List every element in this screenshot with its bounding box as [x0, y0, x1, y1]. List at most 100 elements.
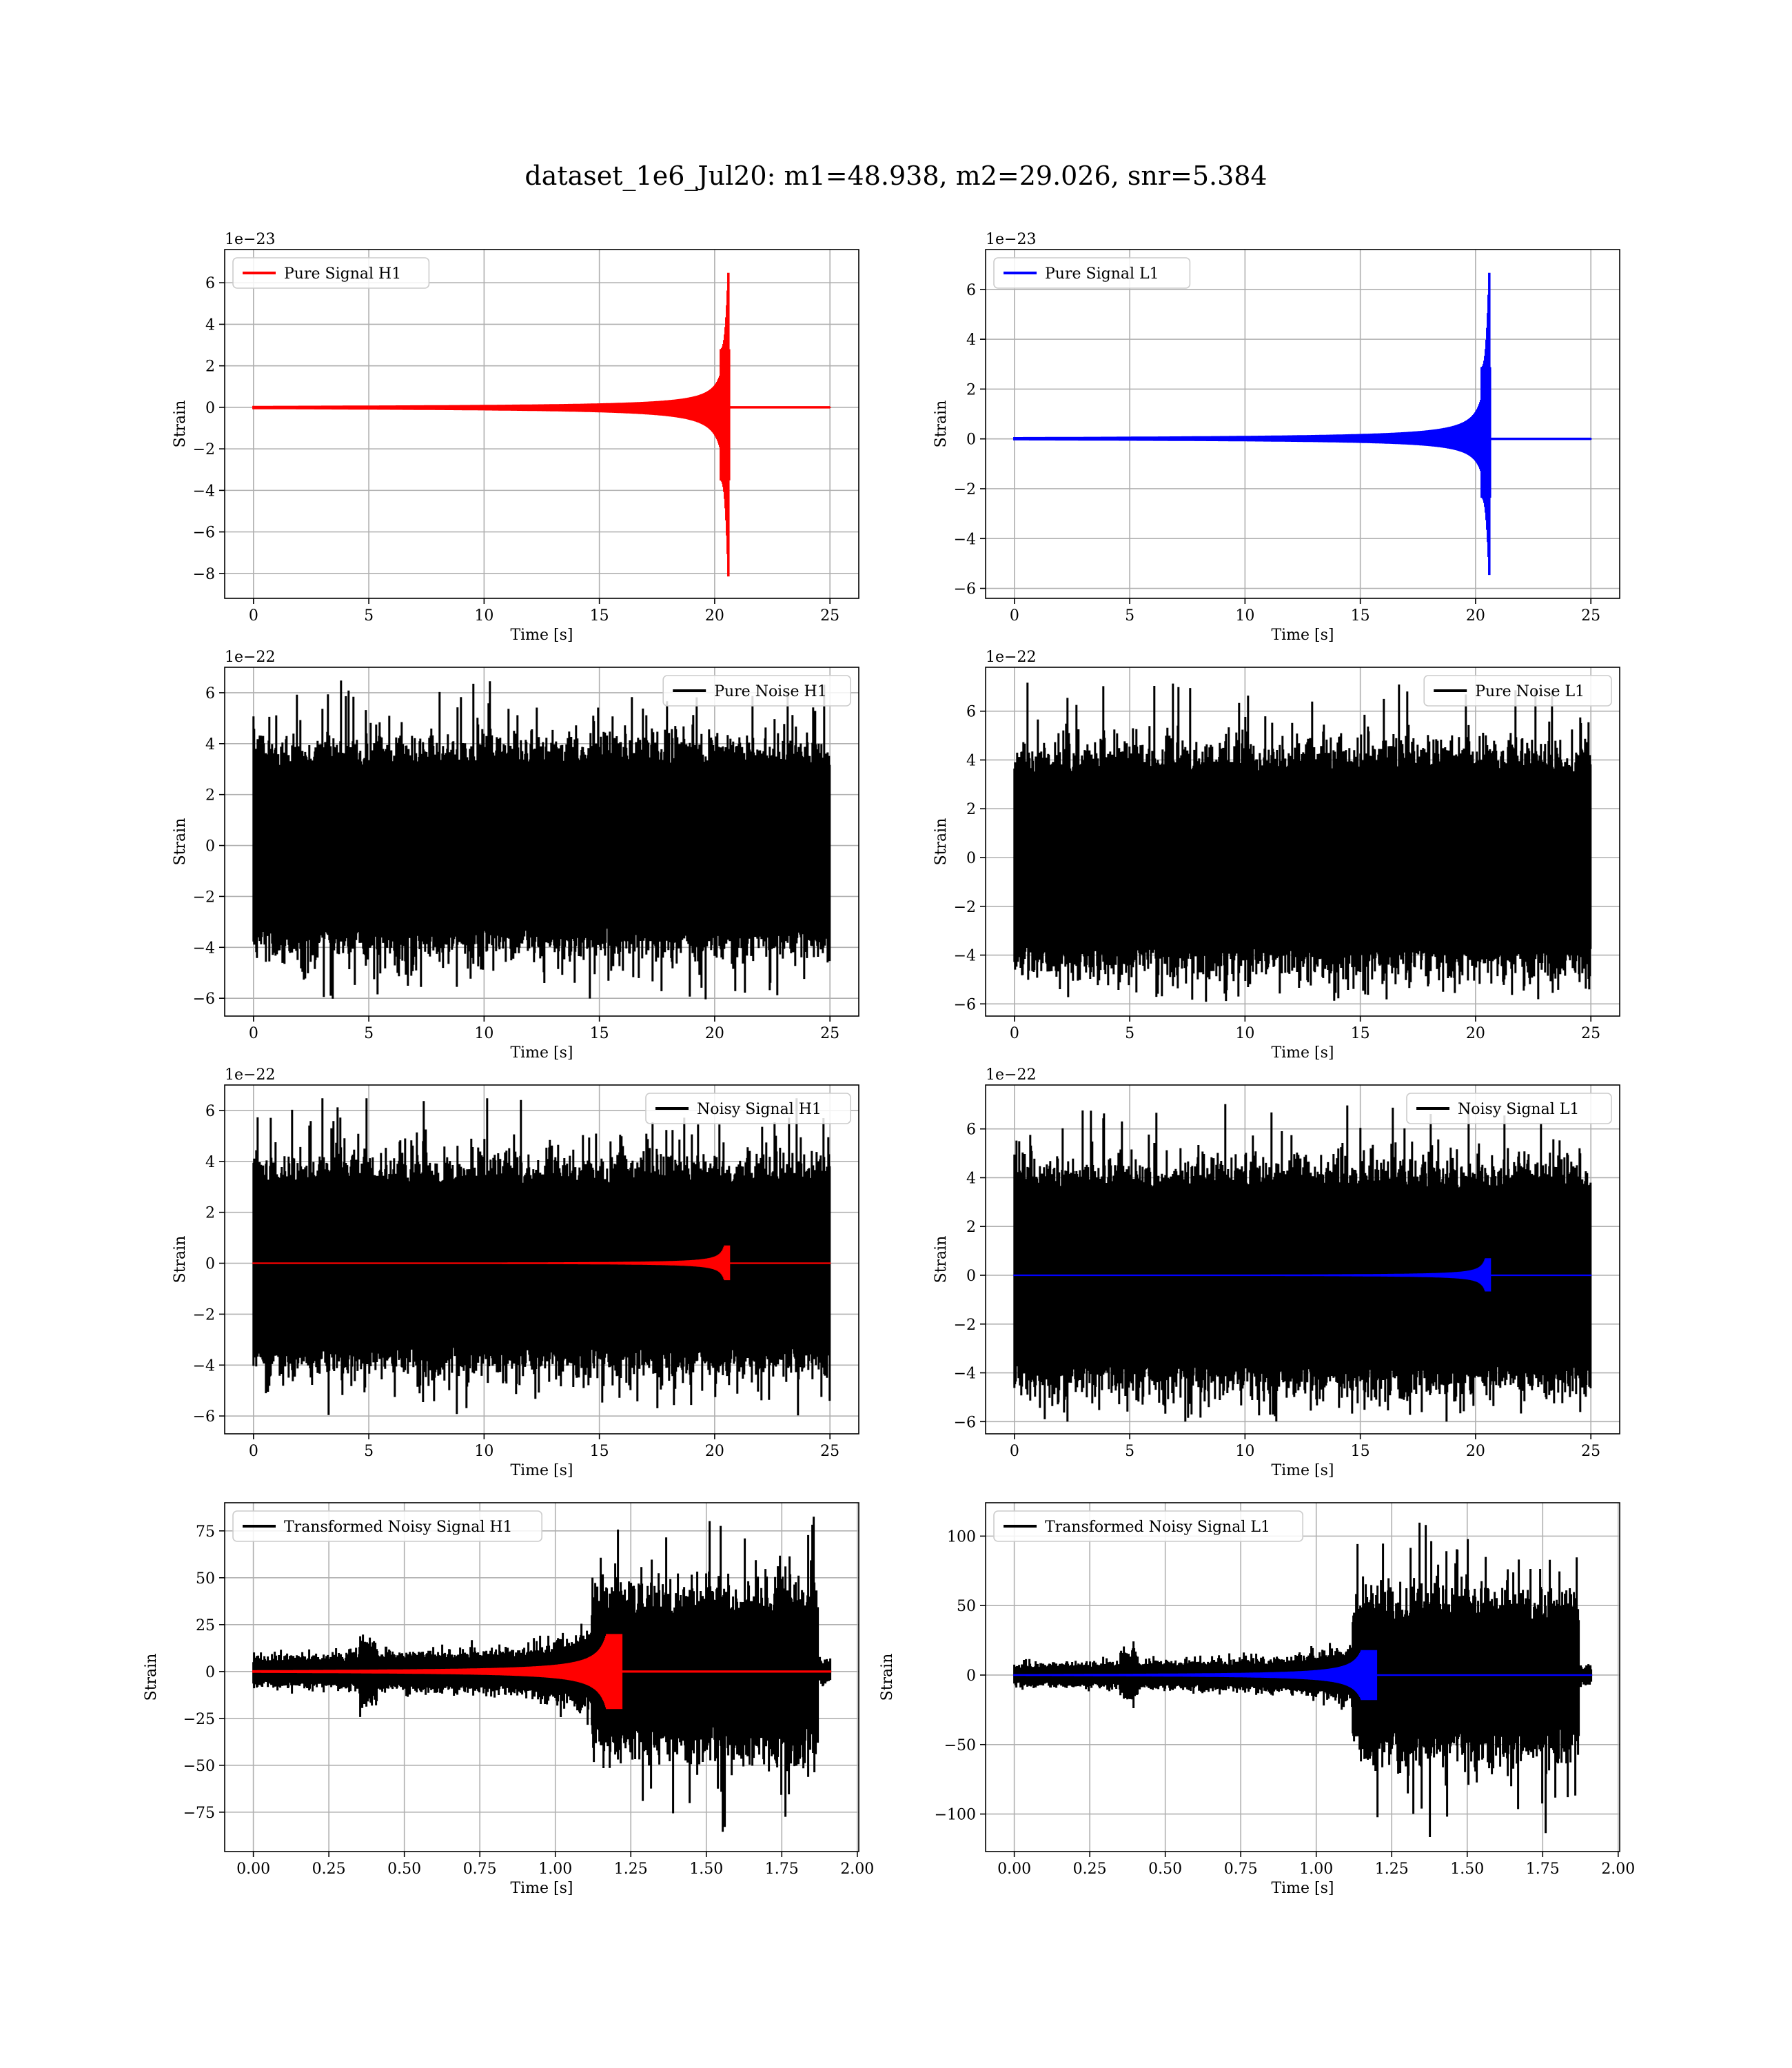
y-tick-label: 0: [966, 850, 976, 867]
y-tick-label: 25: [196, 1617, 215, 1634]
x-tick-label: 0: [249, 1025, 258, 1042]
signal-trace: [1013, 1650, 1593, 1701]
traces: [1013, 682, 1592, 1002]
x-tick-label: 0.00: [997, 1861, 1031, 1878]
offset-text: 1e−22: [225, 1066, 275, 1084]
noise-trace: [252, 680, 831, 1000]
x-axis-label: Time [s]: [510, 1880, 573, 1897]
traces: [252, 272, 831, 577]
x-tick-label: 25: [820, 1025, 839, 1042]
signal-trace: [1013, 1258, 1592, 1292]
x-tick-label: 10: [474, 607, 493, 625]
signal-trace: [252, 1245, 831, 1281]
x-tick-label: 1.50: [689, 1861, 723, 1878]
x-tick-label: 0.50: [387, 1861, 421, 1878]
x-tick-label: 1.00: [1299, 1861, 1333, 1878]
y-tick-label: 2: [966, 1219, 976, 1236]
y-tick-label: −6: [954, 996, 976, 1013]
figure-title: dataset_1e6_Jul20: m1=48.938, m2=29.026,…: [525, 161, 1267, 192]
y-tick-label: −4: [954, 948, 976, 965]
y-tick-label: −4: [193, 940, 215, 957]
legend-box: [1423, 675, 1612, 707]
x-tick-label: 1.00: [538, 1861, 572, 1878]
legend: Transformed Noisy Signal H1: [232, 1510, 543, 1542]
traces: [1013, 1522, 1593, 1837]
y-axis-label: Strain: [172, 1236, 189, 1284]
x-tick-label: 10: [474, 1025, 493, 1042]
x-tick-label: 5: [1125, 1025, 1134, 1042]
x-tick-label: 15: [1351, 607, 1370, 625]
x-axis-label: Time [s]: [1271, 627, 1334, 644]
traces: [252, 1517, 832, 1832]
noise-trace: [1013, 682, 1592, 1002]
axes-frame: [985, 667, 1620, 1017]
legend: Pure Noise L1: [1423, 675, 1612, 707]
y-tick-label: 4: [205, 316, 215, 334]
y-tick-label: −2: [954, 1317, 976, 1334]
y-tick-label: 4: [205, 736, 215, 753]
y-tick-label: 4: [205, 1154, 215, 1171]
x-tick-label: 10: [1235, 1443, 1254, 1460]
legend-box: [662, 675, 851, 707]
y-tick-label: −4: [954, 531, 976, 548]
x-tick-label: 0.75: [1224, 1861, 1258, 1878]
y-tick-label: −2: [954, 899, 976, 916]
x-tick-label: 10: [1235, 607, 1254, 625]
x-tick-label: 15: [590, 1025, 609, 1042]
x-tick-label: 5: [1125, 1443, 1134, 1460]
x-tick-label: 25: [1581, 607, 1600, 625]
offset-text: 1e−23: [986, 231, 1036, 248]
x-tick-label: 20: [705, 607, 724, 625]
x-tick-label: 15: [1351, 1025, 1370, 1042]
legend-label: Pure Noise L1: [1475, 683, 1585, 700]
y-tick-label: −25: [183, 1711, 215, 1728]
x-tick-label: 0.50: [1148, 1861, 1182, 1878]
x-tick-label: 5: [364, 1443, 374, 1460]
legend-label: Pure Signal H1: [284, 265, 401, 283]
y-tick-label: 2: [205, 1205, 215, 1222]
offset-text: 1e−22: [225, 649, 275, 666]
x-tick-label: 1.50: [1450, 1861, 1484, 1878]
x-axis-label: Time [s]: [510, 1044, 573, 1062]
legend: Pure Signal L1: [993, 257, 1191, 289]
y-axis-label: Strain: [933, 1236, 950, 1284]
x-tick-label: 0: [249, 607, 258, 625]
y-tick-label: 6: [966, 1122, 976, 1139]
traces: [1013, 1104, 1592, 1422]
y-tick-label: −2: [193, 441, 215, 458]
y-tick-label: 4: [966, 332, 976, 349]
y-tick-label: 6: [966, 282, 976, 299]
axes-frame: [224, 667, 859, 1017]
legend-label: Noisy Signal L1: [1458, 1101, 1579, 1118]
y-tick-label: 75: [196, 1523, 215, 1541]
offset-text: 1e−23: [225, 231, 275, 248]
x-tick-label: 15: [1351, 1443, 1370, 1460]
x-tick-label: 20: [1466, 607, 1485, 625]
x-tick-label: 1.75: [1526, 1861, 1560, 1878]
y-tick-label: 6: [205, 275, 215, 292]
x-tick-label: 25: [820, 607, 839, 625]
signal-trace: [252, 1634, 832, 1710]
y-tick-label: 4: [966, 1170, 976, 1187]
y-tick-label: 2: [966, 801, 976, 818]
x-tick-label: 20: [705, 1025, 724, 1042]
subplot-noisy-signal-h1: 0 5 10 15 20 25 −6 −4 −2 0 2 4 6 1e−22 Time [s] Strain N…: [172, 1066, 859, 1479]
y-tick-label: −50: [183, 1758, 215, 1775]
legend-label: Transformed Noisy Signal H1: [284, 1519, 513, 1536]
y-axis-label: Strain: [172, 401, 189, 448]
y-tick-label: 100: [947, 1528, 976, 1545]
x-tick-label: 0: [1010, 607, 1019, 625]
x-tick-label: 25: [820, 1443, 839, 1460]
noise-trace: [252, 1098, 831, 1416]
x-tick-label: 0.00: [236, 1861, 270, 1878]
x-tick-label: 5: [364, 1025, 374, 1042]
x-axis-label: Time [s]: [510, 1462, 573, 1479]
signal-trace: [252, 272, 831, 577]
axes-frame: [224, 249, 859, 599]
x-tick-label: 0.25: [312, 1861, 346, 1878]
x-axis-label: Time [s]: [1271, 1462, 1334, 1479]
legend-box: [1406, 1093, 1612, 1124]
x-tick-label: 10: [1235, 1025, 1254, 1042]
y-tick-label: −4: [193, 1357, 215, 1375]
